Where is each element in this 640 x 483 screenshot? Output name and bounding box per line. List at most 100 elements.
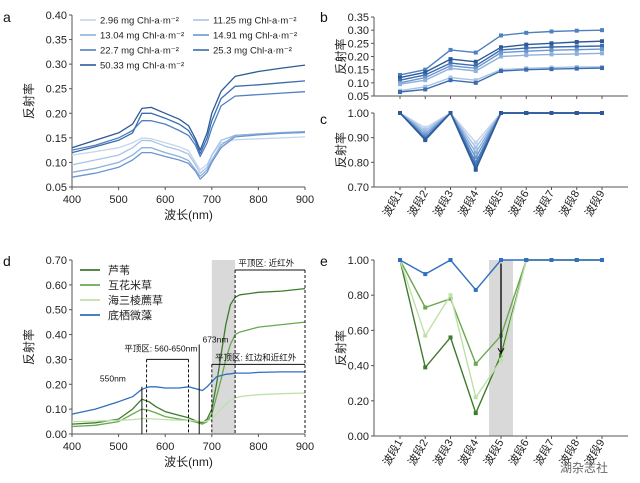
data-point <box>499 68 503 73</box>
data-point <box>423 125 428 130</box>
annotation: 平顶区: 560-650nm <box>124 343 197 353</box>
data-point <box>423 87 428 92</box>
x-tick-label: 波段3 <box>430 188 456 219</box>
data-point <box>473 59 478 64</box>
series-line <box>71 131 306 180</box>
data-point <box>524 30 529 35</box>
y-tick-label: 0.20 <box>348 52 369 64</box>
y-tick-label: 0.70 <box>348 182 369 194</box>
data-point <box>574 51 579 56</box>
x-tick-label: 波段5 <box>480 188 506 219</box>
x-tick-label: 600 <box>156 194 174 206</box>
data-point <box>549 67 554 72</box>
data-point <box>448 61 453 66</box>
data-point <box>448 293 453 298</box>
x-tick-label: 波段9 <box>581 188 607 219</box>
y-axis-label: 反射率 <box>21 83 36 119</box>
y-tick-label: 0.20 <box>46 108 67 120</box>
data-point <box>448 57 453 62</box>
y-axis-label: 反射率 <box>333 330 348 366</box>
y-tick-label: 0.00 <box>348 431 369 443</box>
x-tick-label: 500 <box>109 441 127 453</box>
data-point <box>448 258 453 262</box>
data-point <box>473 395 478 400</box>
y-tick-label: 0.80 <box>348 157 369 169</box>
panel-b: 0.050.100.150.20 0.250.300.35 反射率 b <box>320 9 628 103</box>
y-tick-label: 0.00 <box>46 429 67 441</box>
annotation: 673nm <box>202 335 228 345</box>
data-point <box>549 29 554 34</box>
y-tick-label: 0.10 <box>46 157 67 169</box>
data-point <box>499 47 503 52</box>
x-tick-label: 波段3 <box>430 437 456 468</box>
legend-label: 25.3 mg Chl-a·m⁻² <box>213 46 292 57</box>
y-axis-label: 反射率 <box>21 329 36 365</box>
data-point <box>473 160 478 165</box>
y-axis-label: 反射率 <box>333 132 348 168</box>
x-tick-label: 波段1 <box>379 188 405 219</box>
legend-label: 13.04 mg Chl-a·m⁻² <box>100 31 184 42</box>
panel-a: 0.05 0.10 0.15 0.20 0.25 0.30 0.35 0.40 400 500 60… <box>3 9 314 222</box>
data-point <box>473 140 478 145</box>
legend-label: 底栖微藻 <box>108 308 152 322</box>
data-point <box>448 75 453 80</box>
series-line <box>71 371 305 415</box>
data-point <box>448 111 453 115</box>
data-point <box>499 50 503 55</box>
data-point <box>524 258 529 262</box>
data-point <box>574 40 579 45</box>
x-tick-label: 波段6 <box>506 188 532 219</box>
legend-label: 14.91 mg Chl-a·m⁻² <box>213 31 297 42</box>
legend-label: 2.96 mg Chl-a·m⁻² <box>100 16 179 27</box>
y-tick-label: 0.10 <box>46 404 67 416</box>
data-point <box>473 80 478 85</box>
data-point <box>423 272 428 277</box>
data-point <box>398 75 402 80</box>
data-point <box>423 333 428 338</box>
y-tick-label: 0.20 <box>348 396 369 408</box>
y-tick-label: 0.60 <box>348 325 369 337</box>
x-tick-label: 波段2 <box>405 437 431 468</box>
legend-label: 海三棱藨草 <box>108 293 163 307</box>
panel-label: d <box>3 253 11 269</box>
y-tick-label: 1.00 <box>348 108 369 120</box>
series-line <box>71 136 306 171</box>
data-point <box>600 66 604 71</box>
data-point <box>473 164 478 169</box>
data-point <box>473 50 478 55</box>
series-line <box>399 112 602 144</box>
data-point <box>448 78 453 83</box>
y-tick-label: 0.40 <box>46 330 67 342</box>
panel-label: c <box>320 111 327 127</box>
data-point <box>549 45 554 50</box>
data-point <box>524 42 529 47</box>
data-point <box>473 63 478 68</box>
data-point <box>524 49 529 54</box>
data-point <box>448 47 453 52</box>
data-point <box>499 258 503 262</box>
x-tick-label: 900 <box>296 194 314 206</box>
y-tick-label: 0.05 <box>46 182 67 194</box>
y-tick-label: 0.15 <box>348 65 369 77</box>
data-point <box>574 28 579 33</box>
y-tick-label: 0.60 <box>46 280 67 292</box>
data-point <box>423 75 428 80</box>
data-point <box>499 54 503 59</box>
series-line <box>399 112 602 171</box>
y-tick-label: 0.90 <box>348 133 369 145</box>
data-point <box>448 66 453 71</box>
data-point <box>524 46 529 51</box>
y-tick-label: 0.15 <box>46 133 67 145</box>
x-tick-label: 波段1 <box>379 437 405 468</box>
series-line <box>71 392 306 423</box>
x-tick-label: 波段2 <box>405 188 431 219</box>
data-point <box>473 411 478 416</box>
annotation-arrowhead <box>497 348 505 355</box>
y-tick-label: 0.10 <box>348 78 369 90</box>
y-tick-label: 0.25 <box>348 38 369 50</box>
data-point <box>473 155 478 160</box>
data-point <box>423 128 428 133</box>
series-line <box>71 91 306 158</box>
